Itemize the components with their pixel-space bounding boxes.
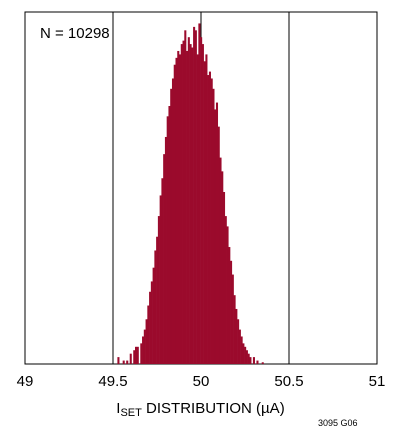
histogram-bar (207, 75, 210, 364)
x-tick-label: 51 (369, 373, 386, 390)
histogram-bar (261, 362, 264, 364)
histogram-bar (233, 295, 236, 364)
histogram-bar (117, 357, 120, 364)
histogram-bar (164, 136, 167, 364)
histogram-bar (136, 346, 139, 364)
histogram-bar (198, 23, 201, 364)
histogram-bar (215, 102, 219, 364)
histogram-bar (187, 37, 190, 364)
x-axis-label-main: I (116, 400, 121, 417)
histogram-bar (221, 171, 224, 364)
histogram-bar (214, 109, 217, 364)
histogram-bar (147, 305, 150, 364)
x-tick-labels: 49 49.5 50 50.5 51 (17, 373, 386, 390)
x-axis-label: ISET DISTRIBUTION (µA) (0, 400, 401, 419)
histogram-bar (170, 88, 173, 365)
histogram-bar (228, 247, 231, 364)
histogram-bar (168, 106, 171, 364)
histogram-bar (247, 353, 250, 364)
histogram-bar (135, 346, 138, 364)
histogram-bar (240, 336, 243, 364)
histogram-bar (133, 350, 136, 364)
histogram-bar (224, 216, 227, 364)
histogram-bar (129, 353, 132, 364)
histogram-bar (231, 274, 234, 364)
histogram-bar (180, 44, 183, 365)
histogram-bar (196, 54, 199, 365)
histogram-bar (166, 116, 169, 364)
histogram-bar (154, 250, 157, 364)
histogram-bar (256, 360, 259, 364)
histogram-bar (238, 329, 241, 364)
histogram-bar (175, 57, 178, 365)
histogram-bar (143, 329, 146, 364)
histogram-bar (223, 192, 226, 364)
x-tick-label: 50 (193, 373, 210, 390)
histogram-bar (126, 360, 129, 364)
histogram-bar (182, 40, 185, 364)
histogram-bar (219, 157, 222, 364)
histogram-bar (210, 78, 213, 364)
histogram-bar (191, 47, 194, 365)
histogram-bar (200, 37, 203, 364)
histogram-bar (177, 50, 180, 365)
histogram-bar (226, 226, 229, 364)
x-tick-label: 49.5 (98, 373, 127, 390)
histogram-bar (205, 54, 208, 365)
histogram-bar (156, 236, 159, 364)
histogram-bar (163, 154, 166, 364)
x-axis-label-subscript: SET (120, 407, 142, 419)
histogram-bar (152, 267, 155, 364)
histogram-bar (150, 281, 153, 364)
histogram-bar (171, 78, 175, 364)
histogram-bar (203, 61, 206, 364)
x-tick-label: 49 (17, 373, 34, 390)
histogram-bar (230, 260, 233, 364)
histogram-bar (186, 50, 189, 365)
sample-count-annotation: N = 10298 (40, 25, 110, 42)
histogram-bar (149, 291, 152, 364)
histogram-bar (235, 308, 238, 364)
histogram-bar (161, 178, 164, 364)
histogram-bar (140, 343, 143, 364)
histogram-bar (208, 71, 211, 364)
histogram-bar (249, 357, 252, 364)
histogram-bars (117, 23, 264, 365)
histogram-bar (217, 126, 220, 364)
histogram-bar (159, 195, 162, 364)
histogram-bar (212, 88, 215, 365)
histogram-bar (245, 350, 248, 364)
figure-id: 3095 G06 (318, 418, 358, 428)
histogram-bar (201, 44, 204, 365)
histogram-bar (189, 44, 192, 365)
histogram-bar (242, 343, 245, 364)
histogram-bar (157, 216, 160, 364)
histogram-bar (145, 319, 148, 364)
histogram-bar (193, 26, 196, 364)
x-tick-label: 50.5 (274, 373, 303, 390)
histogram-bar (179, 54, 182, 365)
histogram-bar (142, 336, 145, 364)
x-axis-label-rest: DISTRIBUTION (µA) (141, 400, 285, 417)
histogram-bar (184, 30, 187, 364)
histogram-bar (244, 346, 247, 364)
histogram-bar (252, 357, 255, 364)
histogram-bar (194, 30, 197, 364)
histogram-bar (173, 64, 176, 364)
histogram-bar (122, 360, 125, 364)
histogram-bar (237, 319, 240, 364)
